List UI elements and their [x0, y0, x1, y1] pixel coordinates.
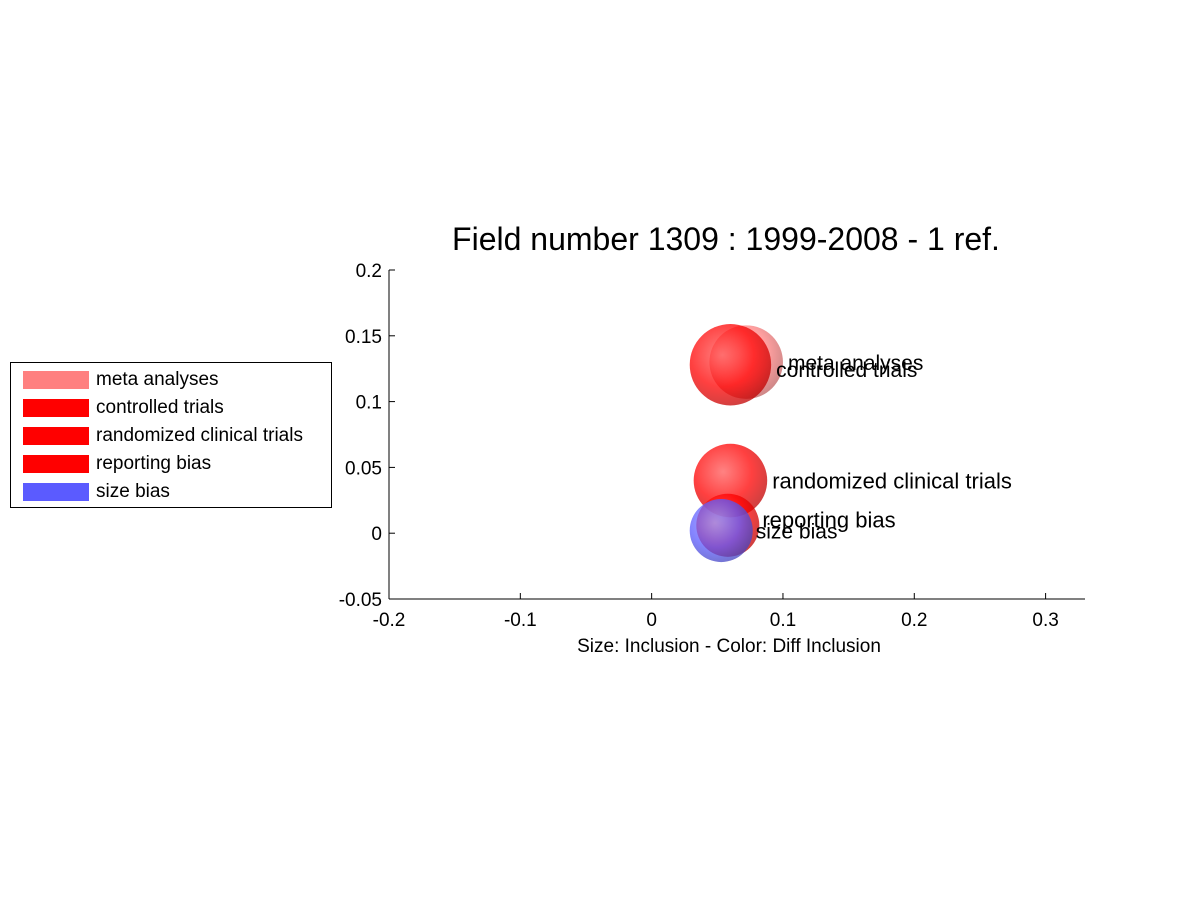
legend-swatch	[23, 399, 89, 417]
legend-item: meta analyses	[23, 370, 333, 390]
legend-item: reporting bias	[23, 454, 333, 474]
legend-label: randomized clinical trials	[96, 425, 303, 446]
legend-item: controlled trials	[23, 398, 333, 418]
legend: meta analyses controlled trials randomized…	[10, 362, 332, 508]
x-axis-label: Size: Inclusion - Color: Diff Inclusion	[577, 636, 881, 657]
x-tick-label: 0.3	[1032, 610, 1058, 631]
legend-label: meta analyses	[96, 369, 219, 390]
bubble-controlled-trials	[689, 324, 772, 406]
y-tick-label: 0.1	[356, 393, 382, 414]
y-tick-label: 0.05	[345, 458, 382, 479]
point-label: controlled trials	[776, 359, 917, 382]
point-label: reporting bias	[762, 507, 895, 532]
y-tick-label: -0.05	[339, 590, 382, 611]
chart-title: Field number 1309 : 1999-2008 - 1 ref.	[452, 221, 1000, 257]
bubbles	[689, 324, 783, 563]
bubble-size-bias	[689, 499, 753, 563]
x-tick-label: 0.2	[901, 610, 927, 631]
x-tick-label: -0.1	[504, 610, 537, 631]
legend-item: randomized clinical trials	[23, 426, 333, 446]
point-label: meta analyses	[788, 352, 923, 375]
legend-label: controlled trials	[96, 397, 224, 418]
legend-swatch	[23, 483, 89, 501]
point-label: size bias	[756, 521, 838, 544]
x-tick-label: 0.1	[770, 610, 796, 631]
y-tick-label: 0	[371, 524, 382, 545]
point-label: randomized clinical trials	[772, 469, 1012, 494]
legend-label: reporting bias	[96, 453, 212, 474]
legend-swatch	[23, 427, 89, 445]
x-tick-label: -0.2	[373, 610, 406, 631]
legend-item: size bias	[23, 482, 333, 502]
y-tick-label: 0.2	[356, 261, 382, 282]
y-tick-label: 0.15	[345, 327, 382, 348]
x-tick-label: 0	[646, 610, 657, 631]
legend-swatch	[23, 455, 89, 473]
legend-label: size bias	[96, 481, 170, 502]
axes: -0.2 -0.1 0 0.1 0.2 0.3 -0.05 0 0.05 0.1 0.15 0.2	[339, 261, 1085, 631]
legend-swatch	[23, 371, 89, 389]
